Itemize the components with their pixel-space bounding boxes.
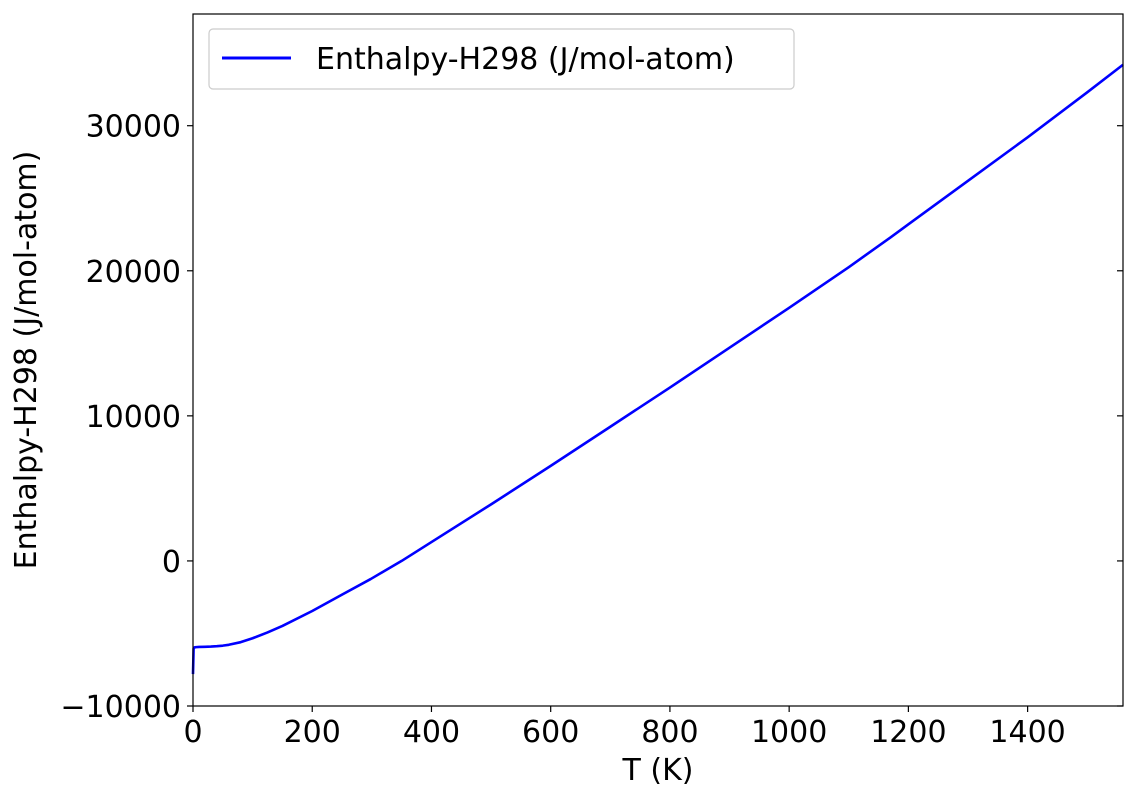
legend-box [208,28,795,90]
legend-label: Enthalpy-H298 (J/mol-atom) [316,42,735,77]
legend: Enthalpy-H298 (J/mol-atom) [208,28,795,90]
y-tick-label: 20000 [86,255,181,290]
y-axis-ticks: −10000 0 10000 20000 30000 [60,110,1123,725]
axes-frame [192,13,1124,707]
x-tick-label: 1400 [989,715,1065,750]
y-tick-label: 10000 [86,400,181,435]
x-tick-label: 400 [403,715,460,750]
y-axis-label: Enthalpy-H298 (J/mol-atom) [9,151,44,570]
x-tick-label: 200 [284,715,341,750]
x-tick-label: 800 [641,715,698,750]
series-layer [191,63,1124,675]
x-tick-label: 600 [522,715,579,750]
y-tick-label: 0 [162,545,181,580]
x-axis-label: T (K) [622,753,694,788]
y-tick-label: 30000 [86,110,181,145]
y-tick-label: −10000 [60,690,181,725]
x-tick-label: 0 [183,715,202,750]
x-axis-ticks: 0 200 400 600 800 1000 1200 1400 [183,706,1066,750]
x-tick-label: 1200 [870,715,946,750]
series-line [191,63,1124,675]
x-tick-label: 1000 [751,715,827,750]
